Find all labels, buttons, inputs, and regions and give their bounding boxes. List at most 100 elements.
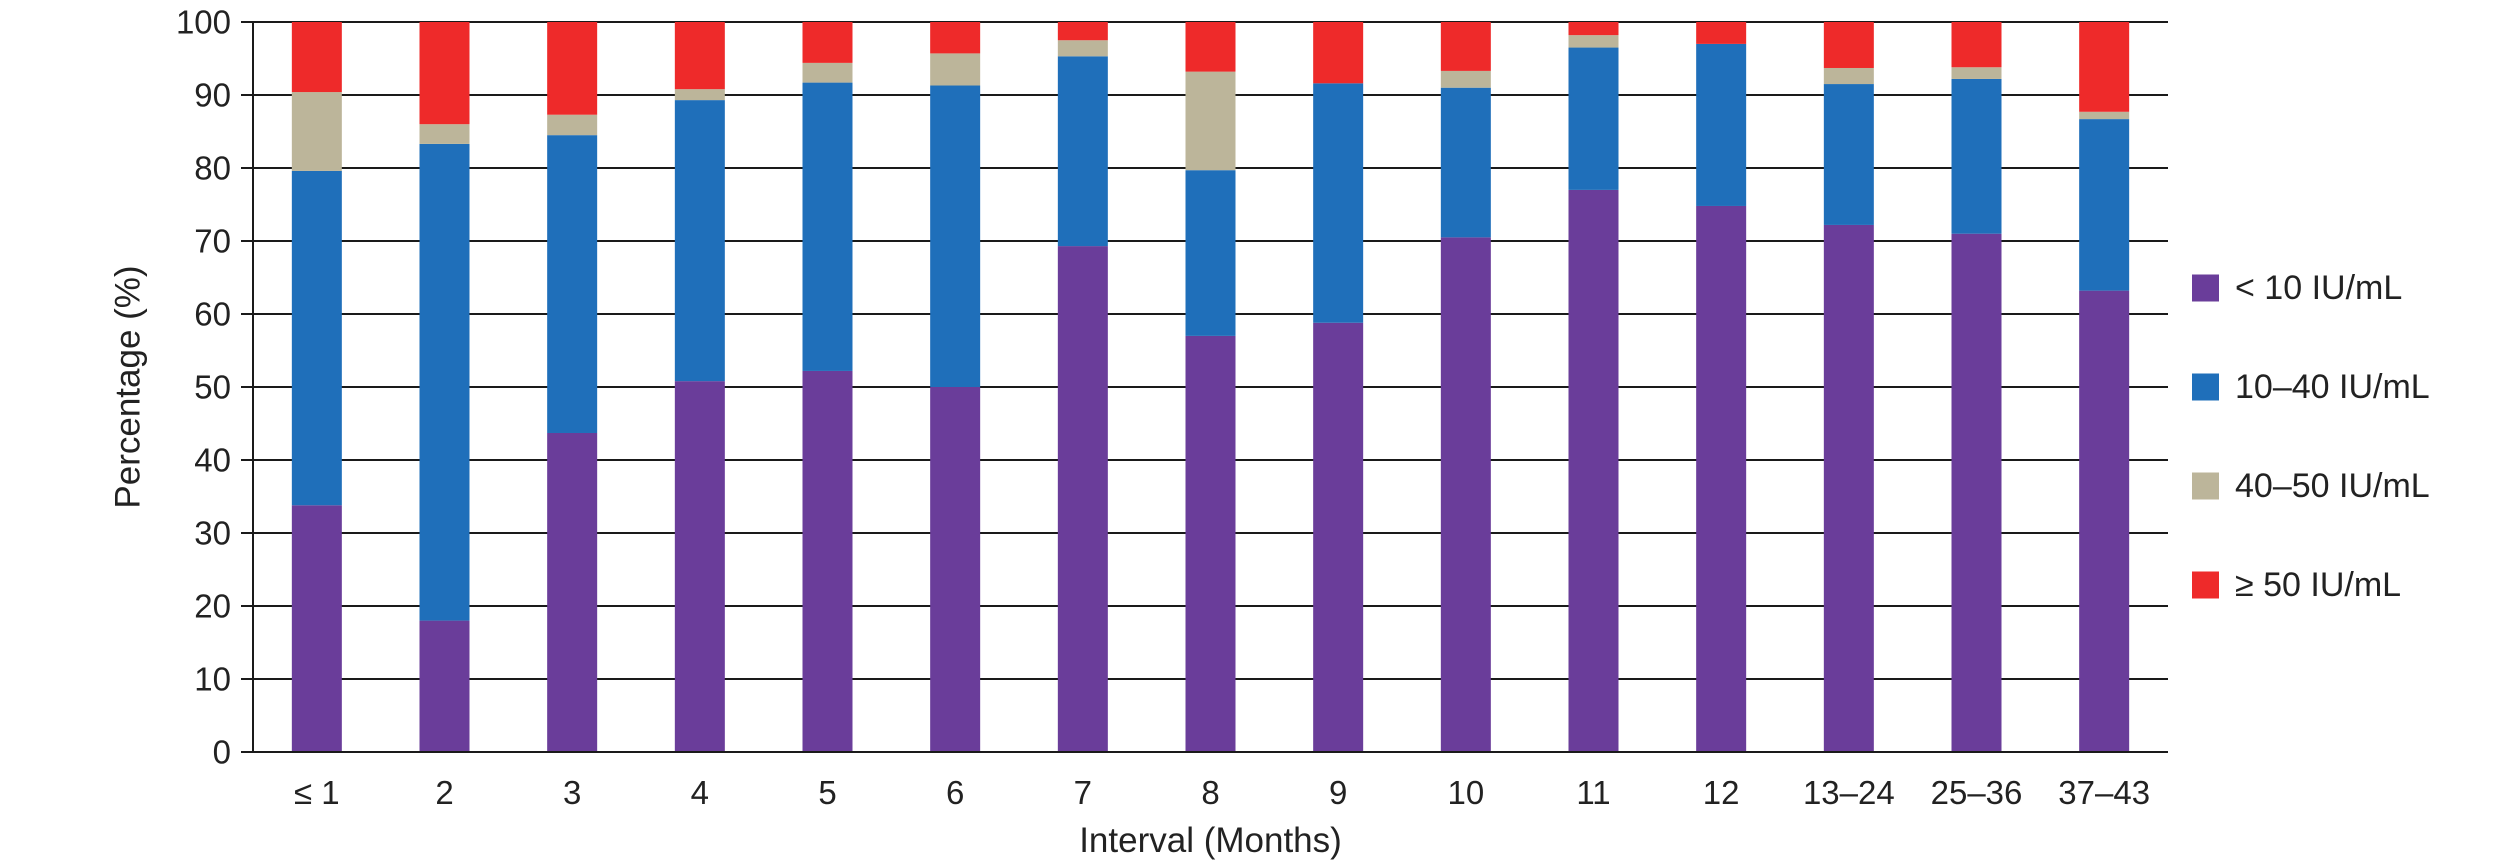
bars — [291, 22, 2130, 753]
bar-segment-series-2 — [1823, 67, 1874, 85]
legend-swatch — [2192, 571, 2219, 599]
bar-segment-series-3 — [1057, 22, 1108, 41]
bar-segment-series-1 — [674, 100, 725, 382]
bar-segment-series-3 — [291, 22, 342, 93]
x-tick-label: 4 — [691, 774, 709, 811]
bar-segment-series-3 — [1185, 22, 1236, 72]
x-axis-title: Interval (Months) — [1079, 821, 1342, 860]
bar-segment-series-0 — [2079, 290, 2130, 752]
bar-segment-series-3 — [802, 22, 853, 63]
bar-segment-series-2 — [1057, 40, 1108, 57]
legend-item: 10–40 IU/mL — [2192, 368, 2430, 406]
bar-segment-series-2 — [547, 114, 598, 136]
bar-segment-series-2 — [1440, 70, 1491, 88]
bar-stack — [1057, 22, 1108, 753]
legend-swatch — [2192, 274, 2219, 302]
bar-segment-series-1 — [1057, 56, 1108, 247]
x-tick-label: 12 — [1703, 774, 1740, 811]
bar-segment-series-3 — [1440, 22, 1491, 71]
x-tick-label: 25–36 — [1931, 774, 2023, 811]
bar-segment-series-1 — [1951, 78, 2002, 234]
legend-label: 10–40 IU/mL — [2235, 368, 2430, 406]
bar-segment-series-2 — [1185, 71, 1236, 171]
bar-segment-series-0 — [930, 387, 981, 752]
y-tick-label: 60 — [194, 296, 231, 333]
y-axis-title: Percentage (%) — [109, 265, 148, 508]
bar-segment-series-3 — [1696, 22, 1747, 44]
bar-stack — [291, 22, 342, 752]
bar-stack — [2079, 22, 2130, 752]
legend-label: < 10 IU/mL — [2235, 269, 2402, 307]
bar-stack — [547, 22, 598, 752]
y-tick-label: 90 — [194, 77, 231, 114]
y-tick-label: 70 — [194, 223, 231, 260]
bar-segment-series-1 — [547, 135, 598, 433]
x-tick-label: 7 — [1074, 774, 1092, 811]
bar-segment-series-0 — [419, 620, 470, 752]
y-tick-labels: 0 10 20 30 40 50 60 70 80 90 100 — [176, 4, 231, 771]
bar-segment-series-3 — [1568, 22, 1619, 36]
bar-segment-series-1 — [1823, 84, 1874, 225]
y-tick-label: 20 — [194, 588, 231, 625]
legend-item: < 10 IU/mL — [2192, 269, 2402, 307]
bar-stack — [1951, 22, 2002, 752]
bar-stack — [1696, 22, 1747, 752]
bar-segment-series-3 — [2079, 22, 2130, 112]
y-tick-label: 0 — [213, 734, 231, 771]
y-tick-label: 50 — [194, 369, 231, 406]
bar-stack — [1185, 22, 1236, 752]
bar-stack — [419, 22, 470, 752]
legend-swatch — [2192, 373, 2219, 401]
bar-segment-series-3 — [930, 22, 981, 54]
bar-segment-series-0 — [1440, 237, 1491, 753]
bar-segment-series-0 — [1696, 205, 1747, 752]
bar-segment-series-2 — [674, 89, 725, 101]
bar-segment-series-1 — [1440, 87, 1491, 238]
x-tick-label: ≤ 1 — [294, 774, 340, 811]
y-tick-label: 10 — [194, 661, 231, 698]
x-tick-label: 37–43 — [2058, 774, 2150, 811]
bar-segment-series-0 — [1057, 246, 1108, 753]
bar-segment-series-2 — [1568, 35, 1619, 48]
x-tick-labels: ≤ 1 2 3 4 5 6 7 8 9 10 11 12 13–24 25–36 37–43 — [294, 774, 2150, 811]
axes — [241, 21, 2168, 753]
legend-label: 40–50 IU/mL — [2235, 467, 2430, 505]
x-tick-label: 13–24 — [1803, 774, 1895, 811]
y-tick-label: 30 — [194, 515, 231, 552]
bar-stack — [1440, 22, 1491, 753]
bar-stack — [1823, 22, 1874, 752]
bar-segment-series-1 — [802, 82, 853, 371]
bar-segment-series-2 — [802, 62, 853, 83]
x-tick-label: 10 — [1447, 774, 1484, 811]
bar-segment-series-1 — [1185, 170, 1236, 336]
bar-segment-series-0 — [1313, 322, 1364, 752]
bar-segment-series-1 — [1313, 83, 1364, 323]
bar-stack — [1313, 22, 1364, 752]
y-tick-label: 40 — [194, 442, 231, 479]
bar-segment-series-2 — [1951, 67, 2002, 79]
bar-segment-series-2 — [930, 53, 981, 86]
bar-stack — [674, 22, 725, 752]
x-tick-label: 11 — [1576, 774, 1610, 811]
bar-stack — [930, 22, 981, 752]
bar-stack — [802, 22, 853, 752]
bar-segment-series-1 — [930, 85, 981, 387]
bar-segment-series-0 — [291, 505, 342, 752]
bar-segment-series-2 — [419, 124, 470, 144]
bar-segment-series-3 — [1823, 22, 1874, 68]
legend-item: ≥ 50 IU/mL — [2192, 566, 2401, 604]
y-tick-label: 80 — [194, 150, 231, 187]
bar-segment-series-0 — [802, 370, 853, 752]
bar-segment-series-3 — [419, 22, 470, 125]
x-tick-label: 6 — [946, 774, 964, 811]
bar-segment-series-1 — [419, 143, 470, 621]
y-tick-label: 100 — [176, 4, 231, 41]
bar-segment-series-1 — [1568, 47, 1619, 190]
bar-segment-series-2 — [291, 92, 342, 171]
bar-segment-series-3 — [1951, 22, 2002, 68]
bar-segment-series-3 — [547, 22, 598, 115]
legend-label: ≥ 50 IU/mL — [2235, 566, 2401, 604]
x-tick-label: 9 — [1329, 774, 1347, 811]
